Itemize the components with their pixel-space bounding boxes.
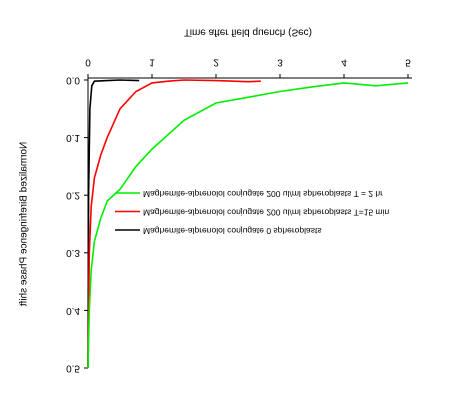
plot-area: Time after field quench (Sec) Normalized… [19, 26, 412, 373]
x-tick-label: 1 [149, 56, 155, 67]
y-tick-label: 0.0 [66, 74, 80, 85]
x-axis-label: Time after field quench (Sec) [184, 26, 312, 37]
data-line [87, 79, 140, 369]
x-tick-label: 5 [405, 56, 411, 67]
y-tick-label: 0.5 [66, 362, 80, 373]
y-axis-label: Normalized Birefringence Phase shift [19, 142, 30, 307]
data-line [87, 79, 261, 369]
x-tick-label: 4 [341, 56, 347, 67]
x-tick-label: 3 [277, 56, 283, 67]
x-tick-label: 2 [213, 56, 219, 67]
legend-label: Maghemite-alprenolol conjugate 200 ul/ml… [143, 207, 390, 217]
y-tick-label: 0.2 [66, 190, 80, 201]
y-tick-label: 0.3 [66, 247, 80, 258]
x-tick-label: 0 [85, 56, 91, 67]
y-tick-label: 0.1 [66, 132, 80, 143]
legend-label: Maghemite-alprenolol conjugate 200 ul/ml… [143, 189, 383, 199]
legend-label: Maghemite-alprenolol conjugate 0 spherop… [143, 226, 322, 236]
y-tick-label: 0.4 [66, 305, 80, 316]
data-line [87, 82, 409, 369]
